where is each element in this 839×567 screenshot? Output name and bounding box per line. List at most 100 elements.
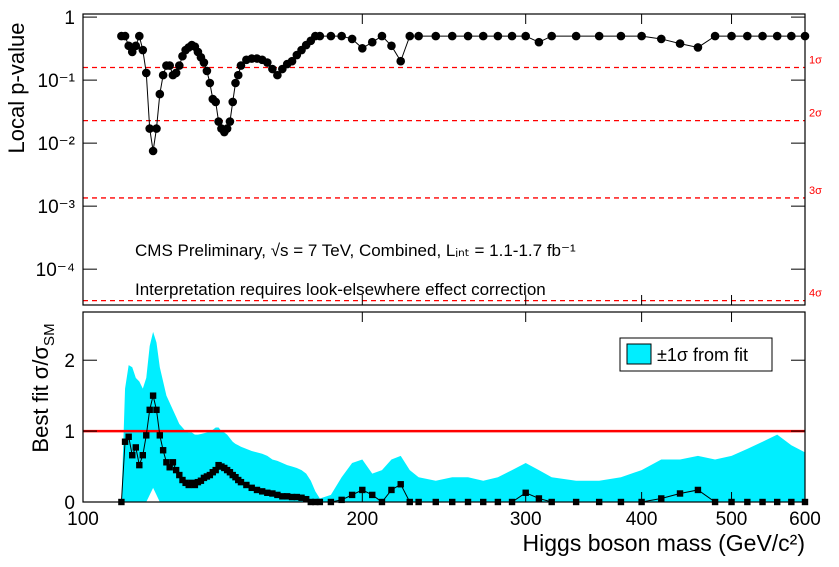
data-point bbox=[710, 31, 720, 41]
data-point bbox=[202, 66, 212, 76]
data-point bbox=[146, 406, 153, 414]
data-point bbox=[396, 56, 406, 66]
annotation: CMS Preliminary, √s = 7 TeV, Combined, L… bbox=[135, 241, 576, 260]
data-point bbox=[637, 31, 646, 41]
data-point bbox=[141, 68, 151, 78]
data-point bbox=[656, 34, 666, 44]
data-point bbox=[507, 31, 517, 41]
data-point bbox=[693, 43, 703, 52]
y-axis-label-main: Best fit σ/σ bbox=[28, 346, 53, 453]
data-point bbox=[743, 31, 752, 41]
data-point bbox=[298, 494, 305, 501]
data-point bbox=[135, 31, 144, 41]
data-point bbox=[152, 124, 161, 133]
sigma-label: 3σ bbox=[809, 185, 822, 197]
data-point bbox=[120, 31, 130, 41]
x-tick-label: 100 bbox=[67, 509, 99, 530]
data-point bbox=[367, 37, 377, 47]
data-point bbox=[547, 31, 556, 41]
data-point bbox=[231, 78, 240, 88]
data-point bbox=[358, 43, 367, 53]
data-point bbox=[264, 489, 271, 496]
sigma-label: 4σ bbox=[809, 288, 822, 300]
data-point bbox=[347, 34, 357, 44]
data-point bbox=[315, 31, 325, 41]
data-point bbox=[125, 433, 132, 440]
x-tick-label: 500 bbox=[716, 509, 748, 530]
data-point bbox=[387, 41, 396, 51]
legend-label: ±1σ from fit bbox=[657, 345, 748, 365]
y-tick-label: 2 bbox=[64, 351, 75, 372]
bottom-panel-frame bbox=[82, 311, 806, 503]
data-point bbox=[158, 70, 168, 80]
data-point bbox=[388, 486, 395, 494]
data-point bbox=[287, 56, 297, 66]
data-point bbox=[156, 432, 164, 439]
data-point bbox=[616, 31, 626, 41]
data-point bbox=[129, 452, 136, 459]
data-point bbox=[535, 495, 543, 502]
data-point bbox=[694, 486, 702, 494]
x-tick-label: 600 bbox=[789, 509, 821, 530]
data-point bbox=[248, 484, 255, 492]
data-point bbox=[405, 31, 415, 41]
data-point bbox=[397, 481, 404, 488]
data-point bbox=[145, 124, 154, 133]
data-point bbox=[302, 495, 310, 503]
legend: ±1σ from fit bbox=[619, 337, 773, 372]
data-point bbox=[263, 58, 272, 67]
data-point bbox=[269, 490, 276, 497]
data-point bbox=[171, 68, 181, 78]
data-point bbox=[172, 466, 180, 474]
data-point bbox=[377, 31, 387, 41]
data-point bbox=[163, 459, 170, 466]
data-point bbox=[237, 478, 245, 486]
data-point bbox=[772, 31, 782, 41]
data-point bbox=[169, 459, 177, 466]
data-point bbox=[274, 491, 281, 499]
y-tick-label: 10⁻³ bbox=[38, 197, 76, 218]
y-tick-label: 10⁻² bbox=[38, 134, 76, 155]
data-point bbox=[176, 471, 183, 479]
data-point bbox=[211, 97, 220, 107]
x-tick-label: 200 bbox=[346, 509, 378, 530]
data-point bbox=[253, 486, 261, 494]
data-point bbox=[149, 392, 157, 399]
data-point bbox=[369, 491, 376, 499]
data-point bbox=[338, 496, 345, 504]
data-point bbox=[121, 438, 129, 445]
data-point bbox=[288, 493, 296, 501]
y-tick-label: 1 bbox=[64, 422, 75, 443]
data-point bbox=[155, 89, 165, 99]
y-axis-label-main: Local p-value bbox=[4, 23, 29, 154]
x-axis-label: Higgs boson mass (GeV/c²) bbox=[523, 530, 805, 556]
data-point bbox=[787, 31, 796, 41]
data-point bbox=[337, 31, 346, 41]
data-point bbox=[225, 117, 235, 126]
y-axis-label-sub: SM bbox=[41, 323, 58, 346]
data-point bbox=[153, 406, 160, 414]
data-point bbox=[132, 444, 139, 451]
y-tick-label: 0 bbox=[64, 493, 75, 514]
data-point bbox=[233, 70, 243, 80]
data-point bbox=[228, 97, 238, 107]
data-point bbox=[131, 41, 141, 51]
frames bbox=[82, 13, 806, 503]
data-point bbox=[571, 31, 581, 41]
data-point bbox=[243, 481, 250, 489]
data-point bbox=[284, 493, 291, 500]
data-point bbox=[727, 31, 736, 41]
data-point bbox=[414, 31, 423, 41]
data-point bbox=[493, 31, 503, 41]
x-tick-label: 400 bbox=[626, 509, 658, 530]
sigma-label: 1σ bbox=[809, 54, 822, 66]
data-point bbox=[212, 466, 219, 474]
y-tick-label: 10⁻⁴ bbox=[36, 260, 75, 281]
data-point bbox=[138, 45, 148, 55]
data-point bbox=[258, 488, 266, 495]
y-axis-label: Local p-value bbox=[4, 23, 29, 154]
legend-swatch bbox=[626, 343, 652, 365]
data-point bbox=[463, 31, 473, 41]
data-point bbox=[758, 31, 767, 41]
